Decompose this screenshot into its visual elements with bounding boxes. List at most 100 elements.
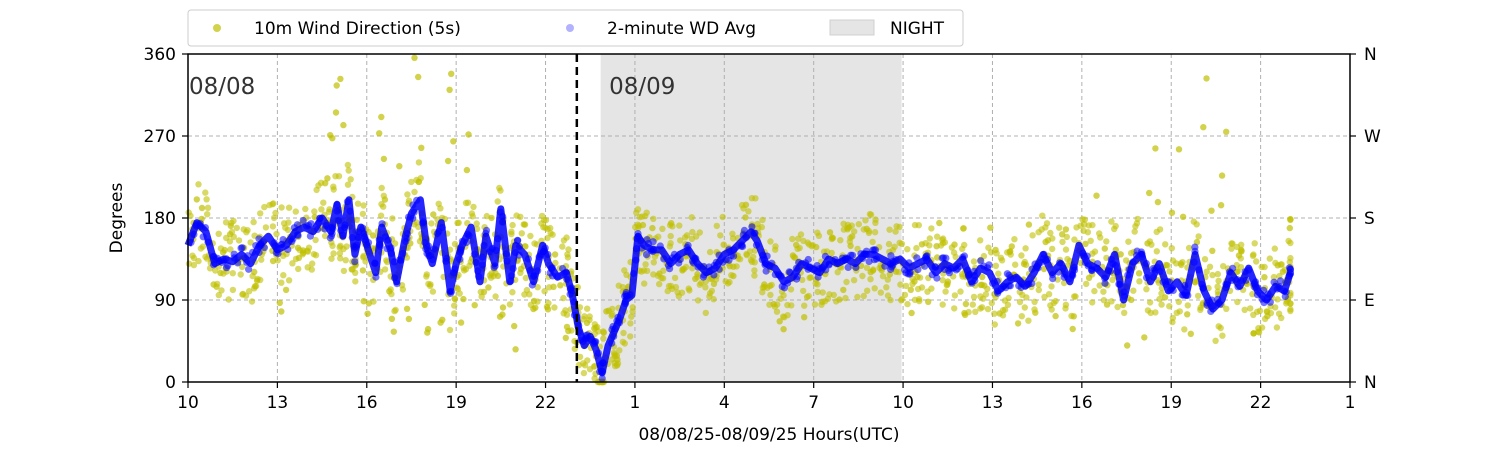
- data-point: [829, 234, 836, 241]
- data-point: [1008, 243, 1015, 250]
- data-point: [485, 284, 492, 291]
- data-point: [1253, 291, 1261, 299]
- data-point: [506, 301, 514, 308]
- data-point: [1219, 332, 1226, 339]
- data-point: [1043, 220, 1051, 227]
- data-point: [997, 285, 1005, 293]
- data-point: [517, 213, 524, 220]
- data-point: [992, 246, 999, 254]
- data-point: [939, 277, 946, 284]
- data-point: [198, 204, 206, 212]
- data-point: [474, 267, 482, 275]
- data-point: [1020, 260, 1028, 268]
- data-point: [371, 259, 379, 267]
- data-point: [613, 317, 621, 325]
- data-point: [473, 220, 480, 227]
- data-point: [1287, 216, 1294, 223]
- data-point: [898, 240, 906, 247]
- data-point: [1214, 288, 1222, 295]
- data-point: [821, 252, 830, 260]
- data-point: [679, 267, 686, 274]
- data-point: [289, 235, 297, 243]
- data-point: [360, 202, 367, 209]
- data-point: [807, 274, 814, 281]
- data-point: [1059, 238, 1066, 246]
- data-point: [274, 257, 281, 264]
- data-point: [522, 274, 530, 282]
- data-point: [346, 207, 354, 215]
- data-point: [306, 232, 314, 240]
- data-point: [295, 254, 303, 262]
- data-point: [237, 271, 244, 278]
- data-point: [1209, 271, 1216, 279]
- data-point: [255, 248, 263, 257]
- data-point: [364, 239, 373, 247]
- data-point: [1161, 294, 1169, 301]
- data-point: [1253, 258, 1260, 265]
- data-point: [250, 218, 257, 226]
- data-point: [1159, 278, 1167, 286]
- data-point: [581, 362, 589, 369]
- data-point: [393, 280, 401, 288]
- data-point: [534, 284, 541, 291]
- data-point: [906, 268, 914, 276]
- data-point: [193, 196, 200, 203]
- data-point: [873, 255, 881, 263]
- data-point: [759, 216, 766, 224]
- data-point: [547, 224, 554, 232]
- data-point: [628, 313, 635, 320]
- data-point: [1217, 202, 1225, 209]
- data-point: [442, 257, 450, 265]
- data-point: [1048, 306, 1055, 313]
- data-point: [390, 258, 398, 266]
- data-point: [438, 223, 446, 232]
- data-point: [202, 189, 209, 196]
- data-point: [330, 250, 337, 257]
- data-point: [926, 242, 933, 249]
- data-point: [1276, 277, 1284, 285]
- data-point: [1228, 245, 1235, 252]
- data-point: [390, 328, 397, 335]
- legend-yellow-marker: [213, 24, 221, 32]
- data-point: [877, 289, 884, 296]
- data-point: [987, 224, 994, 231]
- data-point: [515, 242, 524, 251]
- data-point: [678, 289, 686, 296]
- y-tick-label: 90: [154, 291, 176, 311]
- data-point: [599, 359, 607, 367]
- data-point: [1228, 276, 1236, 284]
- data-point: [762, 267, 770, 275]
- data-point: [1156, 226, 1164, 233]
- data-point: [562, 334, 569, 342]
- data-point: [508, 272, 516, 280]
- data-point: [914, 285, 922, 293]
- data-point: [1048, 271, 1057, 279]
- data-point: [904, 300, 911, 308]
- data-point: [933, 274, 941, 282]
- data-point: [1176, 308, 1184, 315]
- data-point: [550, 283, 557, 290]
- data-point: [253, 277, 261, 284]
- data-point: [282, 286, 290, 294]
- day-labels: 08/08 08/09: [189, 74, 675, 100]
- data-point: [1223, 281, 1231, 289]
- data-point: [312, 236, 319, 244]
- data-point: [478, 253, 486, 261]
- data-point: [1100, 297, 1108, 304]
- data-point: [1116, 280, 1124, 289]
- y-tick-label: 0: [165, 373, 176, 393]
- data-point: [961, 311, 969, 318]
- data-point: [227, 222, 234, 230]
- data-point: [376, 130, 383, 137]
- data-point: [515, 251, 523, 259]
- x-axis-label: 08/08/25-08/09/25 Hours(UTC): [638, 425, 899, 445]
- data-point: [627, 333, 634, 340]
- data-point: [689, 228, 696, 236]
- data-point: [826, 291, 833, 298]
- data-point: [784, 312, 791, 319]
- data-point: [1096, 230, 1103, 237]
- data-point: [526, 266, 535, 274]
- data-point: [295, 265, 302, 273]
- data-point: [845, 224, 853, 231]
- data-point: [387, 244, 395, 252]
